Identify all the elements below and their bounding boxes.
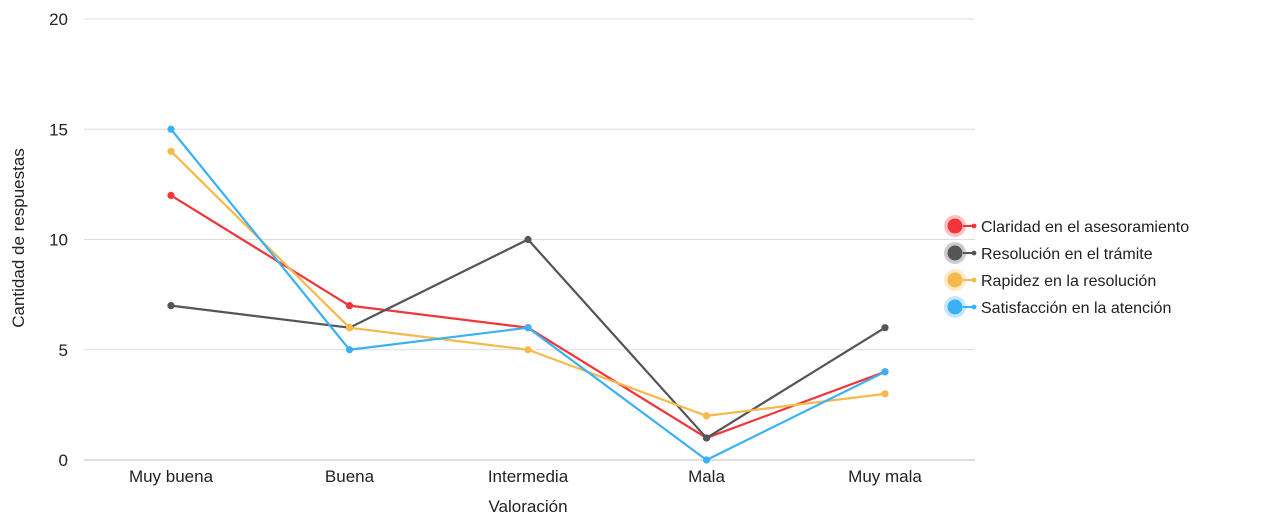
series-4 (167, 126, 888, 464)
data-point[interactable] (524, 236, 531, 243)
y-tick-label: 20 (49, 10, 68, 29)
series-line (171, 195, 885, 438)
data-point[interactable] (703, 412, 710, 419)
y-tick-label: 0 (59, 451, 68, 470)
data-point[interactable] (524, 346, 531, 353)
data-point[interactable] (881, 324, 888, 331)
series-3 (167, 148, 888, 420)
data-point[interactable] (524, 324, 531, 331)
legend-label: Rapidez en la resolución (981, 273, 1156, 290)
data-point[interactable] (167, 148, 174, 155)
series-1 (167, 192, 888, 442)
x-tick-label: Muy buena (129, 467, 214, 486)
series-lines (167, 126, 888, 464)
y-axis-ticks: 0 5 10 15 20 (49, 10, 68, 470)
data-point[interactable] (346, 302, 353, 309)
x-tick-label: Intermedia (488, 467, 569, 486)
legend-item[interactable]: Claridad en el asesoramiento (944, 215, 1189, 237)
data-point[interactable] (881, 390, 888, 397)
legend-label: Claridad en el asesoramiento (981, 219, 1189, 236)
y-axis-title: Cantidad de respuestas (9, 148, 28, 328)
series-line (171, 151, 885, 416)
legend-dot (972, 305, 977, 310)
y-tick-label: 5 (59, 341, 68, 360)
x-axis-title: Valoración (488, 497, 567, 516)
legend-dot (972, 278, 977, 283)
x-tick-label: Mala (688, 467, 725, 486)
data-point[interactable] (703, 456, 710, 463)
legend-marker (948, 273, 963, 288)
legend[interactable]: Claridad en el asesoramiento Resolución e… (944, 215, 1189, 318)
legend-item[interactable]: Resolución en el trámite (944, 242, 1153, 264)
legend-item[interactable]: Rapidez en la resolución (944, 269, 1156, 291)
x-tick-label: Muy mala (848, 467, 922, 486)
x-tick-label: Buena (325, 467, 375, 486)
data-point[interactable] (346, 346, 353, 353)
data-point[interactable] (881, 368, 888, 375)
legend-item[interactable]: Satisfacción en la atención (944, 296, 1171, 318)
x-axis-ticks: Muy buena Buena Intermedia Mala Muy mala (129, 467, 922, 486)
legend-marker (948, 246, 963, 261)
data-point[interactable] (703, 434, 710, 441)
data-point[interactable] (167, 302, 174, 309)
legend-dot (972, 251, 977, 256)
legend-label: Satisfacción en la atención (981, 300, 1171, 317)
data-point[interactable] (167, 192, 174, 199)
legend-label: Resolución en el trámite (981, 246, 1153, 263)
legend-marker (948, 219, 963, 234)
legend-marker (948, 300, 963, 315)
legend-dot (972, 224, 977, 229)
data-point[interactable] (167, 126, 174, 133)
y-tick-label: 15 (49, 120, 68, 139)
y-tick-label: 10 (49, 231, 68, 250)
data-point[interactable] (346, 324, 353, 331)
